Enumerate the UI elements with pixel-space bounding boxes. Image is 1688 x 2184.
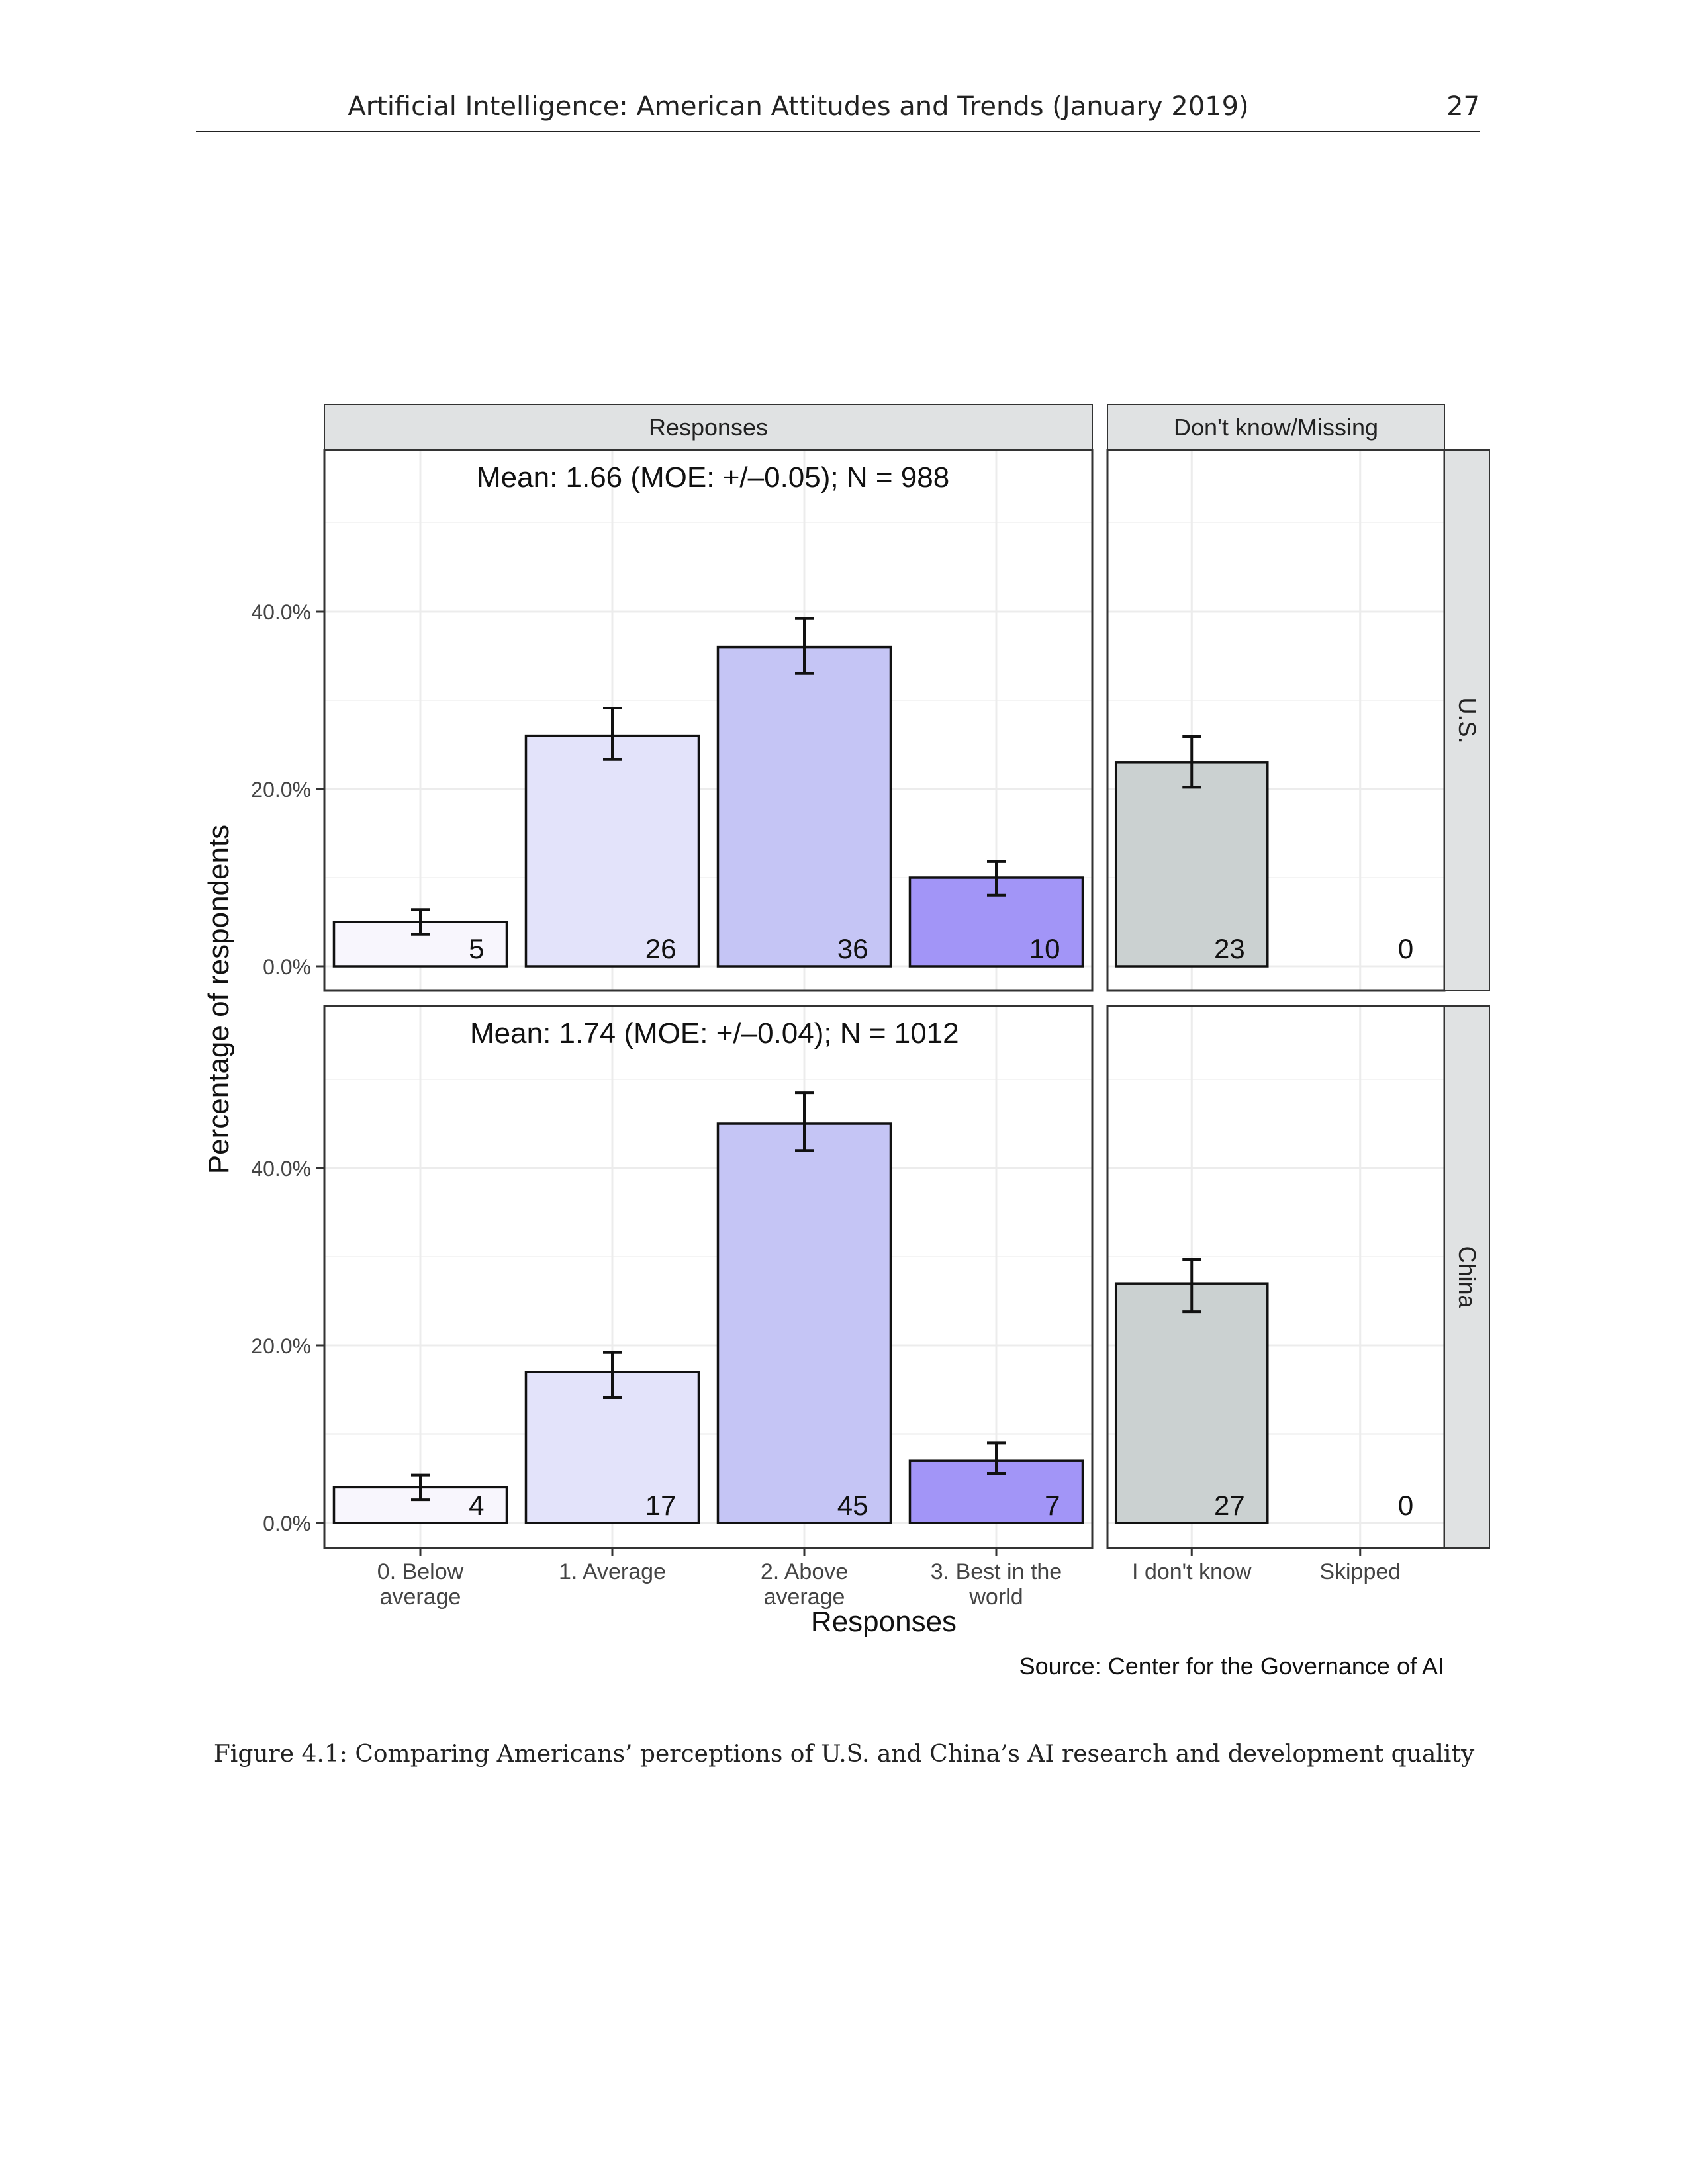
x-tick-label: Skipped	[1319, 1559, 1401, 1584]
y-tick-label: 20.0%	[251, 1334, 311, 1358]
y-tick-label: 40.0%	[251, 600, 311, 624]
y-tick-label: 40.0%	[251, 1157, 311, 1181]
x-tick-label: 3. Best in the	[931, 1559, 1062, 1584]
x-tick-label: world	[968, 1584, 1023, 1610]
facet-strip-label: Responses	[649, 414, 768, 441]
page-header: Artificial Intelligence: American Attitu…	[196, 91, 1480, 132]
bar-value-label: 0	[1398, 933, 1413, 964]
page-number: 27	[1446, 91, 1480, 122]
figure-caption: Figure 4.1: Comparing Americans’ percept…	[213, 1741, 1475, 1768]
facet-strip-row	[1444, 1005, 1490, 1549]
bar	[716, 1122, 892, 1524]
panel-border	[323, 449, 1094, 992]
mean-annotation: Mean: 1.66 (MOE: +/–0.05); N = 988	[477, 461, 949, 494]
bar-value-label: 27	[1214, 1490, 1245, 1521]
bar-value-label: 36	[837, 933, 868, 964]
bar-value-label: 4	[469, 1490, 484, 1521]
faceted-bar-chart: Responses Don't know/Missing 5 26 36 10 23 0 U.S…	[203, 404, 1490, 1680]
x-tick-label: 0. Below	[377, 1559, 464, 1584]
running-title: Artificial Intelligence: American Attitu…	[348, 91, 1249, 122]
panel-border	[323, 1005, 1094, 1549]
y-tick-label: 20.0%	[251, 778, 311, 801]
y-tick-label: 0.0%	[263, 1512, 311, 1535]
bar-value-label: 7	[1045, 1490, 1060, 1521]
facet-strip-missing	[1107, 404, 1445, 451]
x-tick-label: 2. Above	[761, 1559, 848, 1584]
bar-value-label: 10	[1029, 933, 1060, 964]
source-note: Source: Center for the Governance of AI	[1019, 1653, 1444, 1680]
bar-value-label: 5	[469, 933, 484, 964]
y-axis-title: Percentage of respondents	[203, 825, 235, 1174]
bar	[716, 645, 892, 968]
x-axis-title: Responses	[811, 1606, 957, 1638]
panel-background	[324, 1006, 1092, 1548]
bar	[1114, 1282, 1269, 1524]
x-tick-label: 1. Average	[559, 1559, 666, 1584]
bar	[524, 734, 700, 968]
facet-strip-row-label: U.S.	[1454, 697, 1481, 743]
bar	[1114, 761, 1269, 968]
mean-annotation: Mean: 1.74 (MOE: +/–0.04); N = 1012	[470, 1017, 959, 1050]
bar-value-label: 45	[837, 1490, 868, 1521]
facet-strip-row-label: China	[1454, 1246, 1481, 1308]
facet-strip-responses	[324, 404, 1093, 451]
bar-value-label: 23	[1214, 933, 1245, 964]
x-tick-label: average	[764, 1584, 845, 1610]
bar-value-label: 17	[645, 1490, 677, 1521]
x-tick-label: average	[380, 1584, 461, 1610]
bar-value-label: 26	[645, 933, 677, 964]
facet-strip-row	[1444, 449, 1490, 991]
bar-value-label: 0	[1398, 1490, 1413, 1521]
y-tick-label: 0.0%	[263, 955, 311, 979]
facet-strip-label: Don't know/Missing	[1174, 414, 1378, 441]
x-tick-label: I don't know	[1132, 1559, 1252, 1584]
